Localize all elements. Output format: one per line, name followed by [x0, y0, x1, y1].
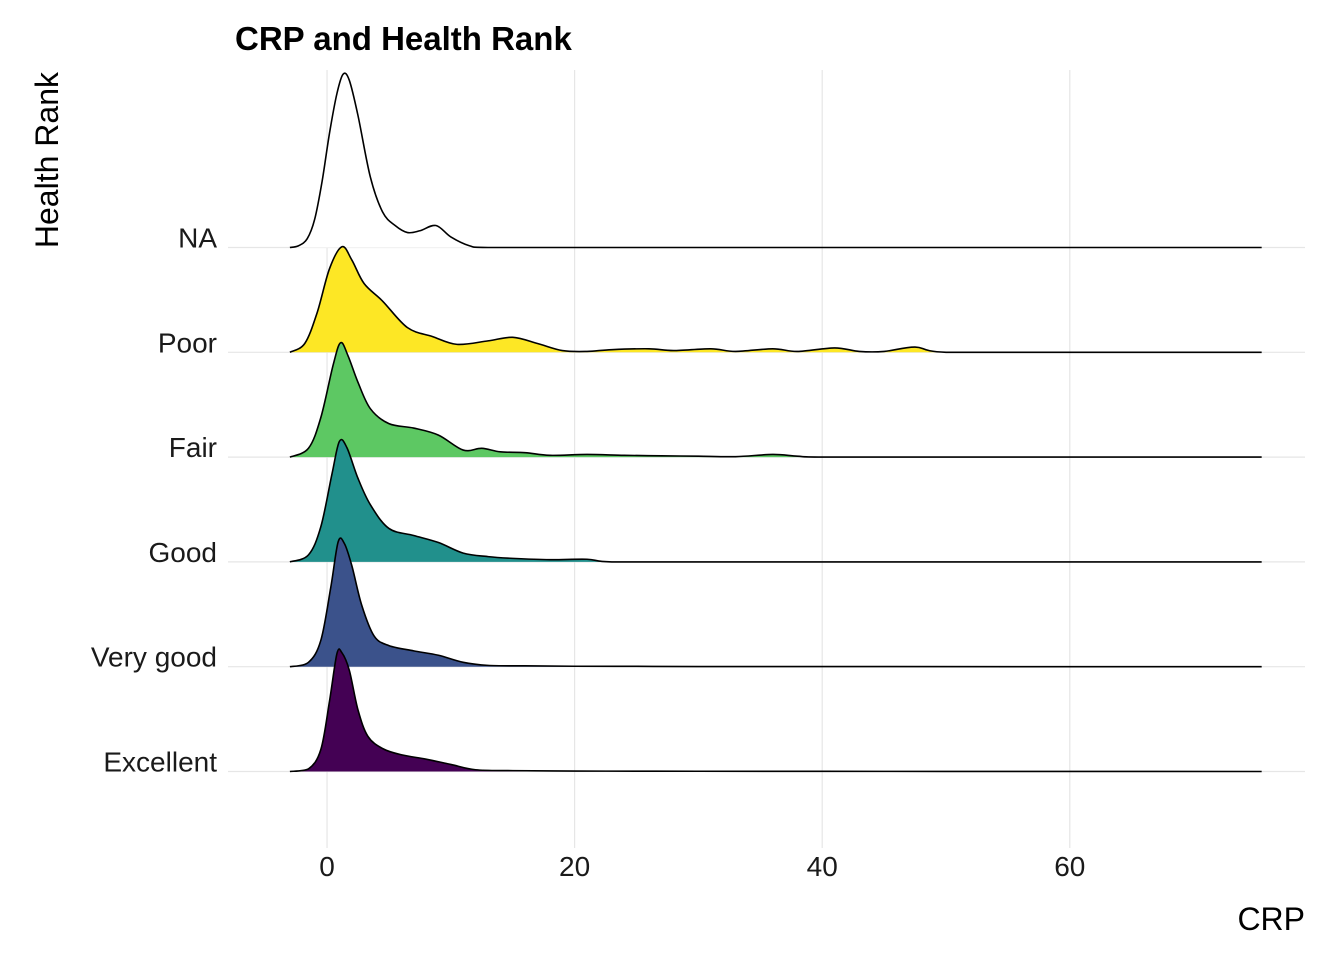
y-tick-label: Good	[149, 537, 218, 568]
ridge-area-good	[289, 439, 1262, 562]
ridge-line-very-good	[289, 537, 1262, 668]
ridge-line-good	[289, 438, 1262, 563]
ridge-line-fair	[289, 341, 1262, 458]
y-tick-label: Very good	[91, 642, 217, 673]
x-tick-label: 60	[1054, 851, 1085, 882]
y-axis-title: Health Rank	[29, 71, 65, 248]
ridge-area-excellent	[289, 648, 1262, 772]
y-tick-label: Excellent	[103, 747, 217, 778]
y-tick-label: Fair	[169, 432, 217, 463]
ridge-line-na	[289, 72, 1262, 249]
chart-title: CRP and Health Rank	[235, 20, 572, 57]
grid-layer	[228, 70, 1305, 848]
y-tick-label: NA	[178, 223, 217, 254]
ridge-area-poor	[289, 246, 1262, 353]
x-tick-label: 0	[319, 851, 335, 882]
ridge-area-very-good	[289, 538, 1262, 667]
ridge-area-fair	[289, 342, 1262, 458]
y-tick-label: Poor	[158, 327, 217, 358]
ridge-layer	[289, 72, 1262, 773]
x-axis-title: CRP	[1237, 901, 1305, 937]
ridge-line-excellent	[289, 648, 1262, 773]
x-tick-label: 20	[559, 851, 590, 882]
x-tick-label: 40	[807, 851, 838, 882]
ridge-line-poor	[289, 245, 1262, 354]
ridge-area-na	[289, 73, 1262, 248]
label-layer: Excellent Very good Good Fair Poor NA 0 20 40 60	[91, 223, 1085, 883]
